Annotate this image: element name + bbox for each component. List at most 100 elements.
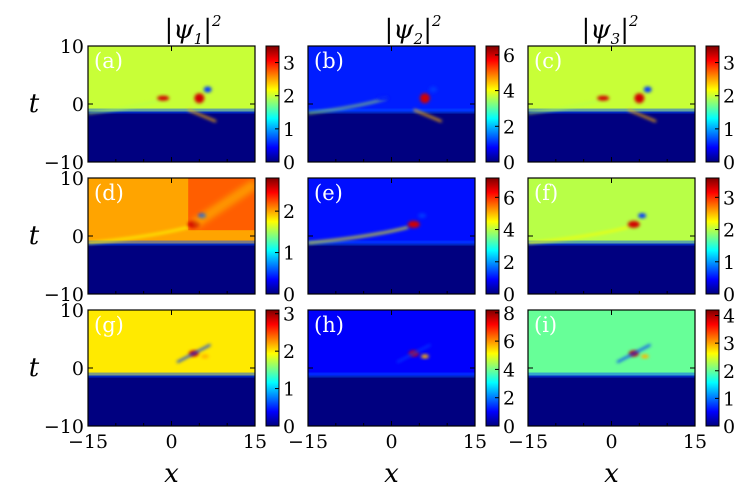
y-tick-label: −10 — [44, 416, 84, 438]
heatmap-panel-a: (a) −10 0 10 t 0 1 2 3 — [29, 36, 295, 174]
background-region — [88, 375, 255, 426]
side-lobe — [200, 354, 209, 359]
heatmap-panel-i: (i) −15 0 15 x 0 1 2 3 4 — [508, 306, 735, 489]
colorbar-tick-label: 3 — [723, 53, 735, 75]
y-tick-label: 10 — [60, 168, 84, 190]
column-title-psi2: |ψ2|2 — [384, 12, 441, 48]
title-base: |ψ — [384, 15, 414, 45]
dip — [203, 86, 212, 93]
x-tick-label: −15 — [68, 431, 108, 453]
colorbar: 0 2 4 6 — [485, 45, 515, 174]
background-region — [528, 243, 695, 294]
title-base: |ψ — [581, 15, 611, 45]
heatmap-field — [308, 46, 475, 162]
colorbar-tick-label: 0 — [503, 416, 515, 438]
colorbar-tick-label: 3 — [283, 304, 295, 326]
x-tick-label: 0 — [605, 431, 617, 453]
peak — [194, 93, 205, 104]
colorbar-tick-label: 1 — [723, 252, 735, 274]
x-tick-label: 15 — [243, 431, 267, 453]
x-tick-label: 0 — [385, 431, 397, 453]
colorbar-tick-label: 2 — [723, 86, 735, 108]
transition-band — [88, 240, 255, 246]
transition-band — [88, 108, 255, 114]
x-tick-label: 15 — [463, 431, 487, 453]
colorbar-tick-label: 3 — [283, 53, 295, 75]
heatmap-panel-d: (d) −10 0 10 t 0 1 2 — [29, 168, 295, 306]
colorbar-tick-label: 1 — [723, 388, 735, 410]
panel-label: (b) — [314, 49, 344, 73]
peak — [634, 93, 645, 104]
hump-left — [157, 95, 170, 101]
wake — [191, 179, 255, 229]
dip — [429, 86, 438, 93]
x-tick-label: 0 — [165, 431, 177, 453]
colorbar-tick-label: 0 — [723, 152, 735, 174]
side-lobe — [640, 354, 649, 359]
y-axis-label: t — [29, 353, 40, 383]
title-sub: 1 — [194, 30, 204, 48]
panel-label: (i) — [534, 313, 557, 337]
colorbar-gradient — [265, 177, 280, 295]
colorbar-tick-label: 1 — [283, 379, 295, 401]
colorbar: 0 2 4 6 8 — [485, 303, 515, 438]
colorbar-tick-label: 3 — [723, 187, 735, 209]
colorbar-tick-label: 0 — [283, 416, 295, 438]
background-region — [528, 375, 695, 426]
peak — [419, 93, 430, 104]
transition-band — [528, 240, 695, 246]
tail — [413, 108, 442, 123]
heatmap-panel-f: (f) 0 1 2 3 — [527, 177, 735, 306]
colorbar-gradient — [705, 309, 720, 427]
title-close: | — [620, 15, 629, 45]
panel-label: (f) — [534, 181, 558, 205]
filament — [88, 226, 189, 244]
colorbar-tick-label: 6 — [503, 45, 515, 67]
hump-left — [377, 95, 390, 101]
side-lobe — [420, 354, 429, 359]
heatmap-field — [528, 310, 695, 426]
title-sup: 2 — [628, 12, 639, 30]
colorbar-tick-label: 2 — [503, 116, 515, 138]
colorbar-tick-label: 4 — [503, 359, 515, 381]
panel-label: (h) — [314, 313, 344, 337]
x-tick-label: −15 — [508, 431, 548, 453]
title-base: |ψ — [164, 15, 194, 45]
colorbar: 0 1 2 3 — [265, 304, 295, 438]
colorbar: 0 1 2 3 — [705, 177, 735, 306]
colorbar-tick-label: 2 — [283, 341, 295, 363]
peak — [627, 220, 640, 228]
colorbar-tick-label: 3 — [723, 333, 735, 355]
colorbar-gradient — [705, 177, 720, 295]
colorbar: 0 1 2 — [265, 177, 295, 306]
colorbar-gradient — [485, 309, 500, 427]
column-titles: |ψ1|2 |ψ2|2 |ψ3|2 — [164, 12, 638, 48]
dip — [418, 213, 427, 219]
heatmap-field — [528, 46, 695, 162]
y-tick-label: −10 — [44, 152, 84, 174]
heatmap-field — [88, 46, 255, 162]
title-close: | — [423, 15, 432, 45]
transition-band — [308, 240, 475, 246]
x-axis-label: x — [604, 459, 619, 489]
colorbar-tick-label: 2 — [283, 201, 295, 223]
heatmap-field — [88, 310, 255, 426]
hump-left — [597, 95, 610, 101]
heatmap-panel-b: (b) 0 2 4 6 — [307, 45, 515, 174]
colorbar-tick-label: 1 — [283, 243, 295, 265]
y-tick-label: −10 — [44, 284, 84, 306]
colorbar-tick-label: 6 — [503, 187, 515, 209]
colorbar-gradient — [485, 177, 500, 295]
colorbar-tick-label: 4 — [503, 220, 515, 242]
colorbar-tick-label: 2 — [503, 252, 515, 274]
colorbar-tick-label: 2 — [283, 86, 295, 108]
x-axis-label: x — [384, 459, 399, 489]
background-region — [308, 375, 475, 426]
title-close: | — [203, 15, 212, 45]
tail — [627, 108, 657, 123]
peak — [407, 220, 420, 228]
colorbar: 0 2 4 6 — [485, 177, 515, 306]
dip-line — [176, 343, 211, 364]
transition-band — [308, 108, 475, 114]
y-tick-label: 0 — [72, 226, 84, 248]
